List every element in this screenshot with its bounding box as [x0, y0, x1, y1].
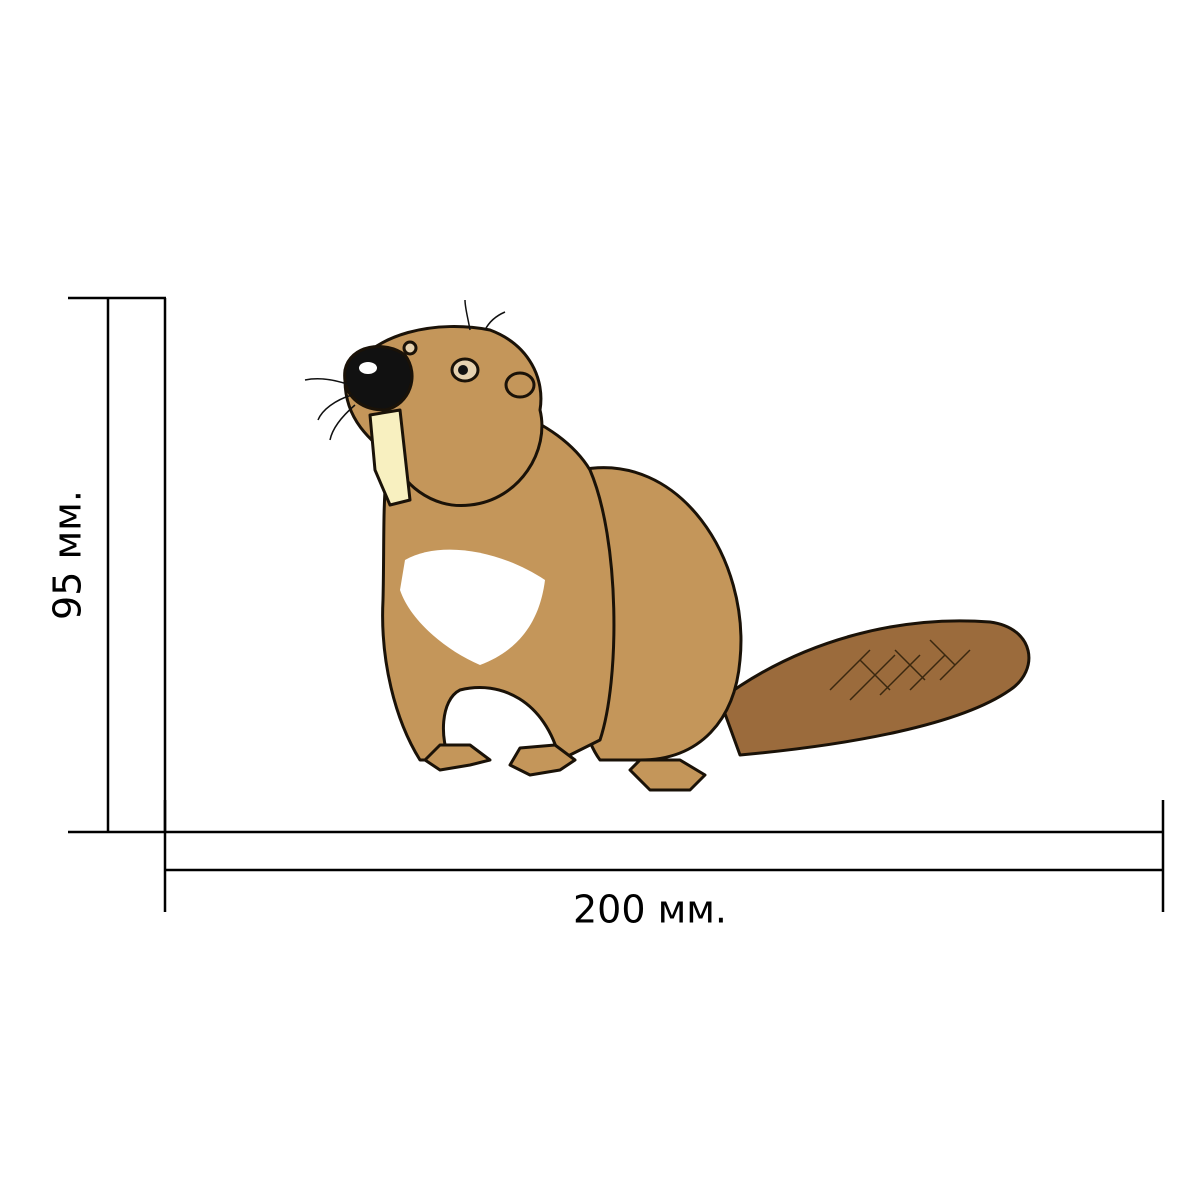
width-label: 200 мм. — [573, 888, 727, 932]
chest-patch — [400, 549, 545, 665]
width-dimension: 200 мм. — [163, 800, 1165, 932]
whiskers — [304, 299, 506, 441]
height-label: 95 мм. — [46, 490, 90, 620]
tail-texture — [829, 639, 971, 701]
pupil — [458, 365, 468, 375]
beaver-illustration — [304, 299, 1031, 792]
front-paw — [423, 743, 492, 772]
height-dimension: 95 мм. — [46, 296, 167, 834]
nose-highlight — [359, 362, 377, 374]
front-paw — [508, 743, 577, 777]
teeth — [368, 408, 412, 507]
nose — [343, 345, 414, 412]
hind-paw — [628, 758, 707, 792]
ear — [504, 371, 536, 399]
eye — [402, 340, 418, 356]
tail — [718, 619, 1031, 757]
